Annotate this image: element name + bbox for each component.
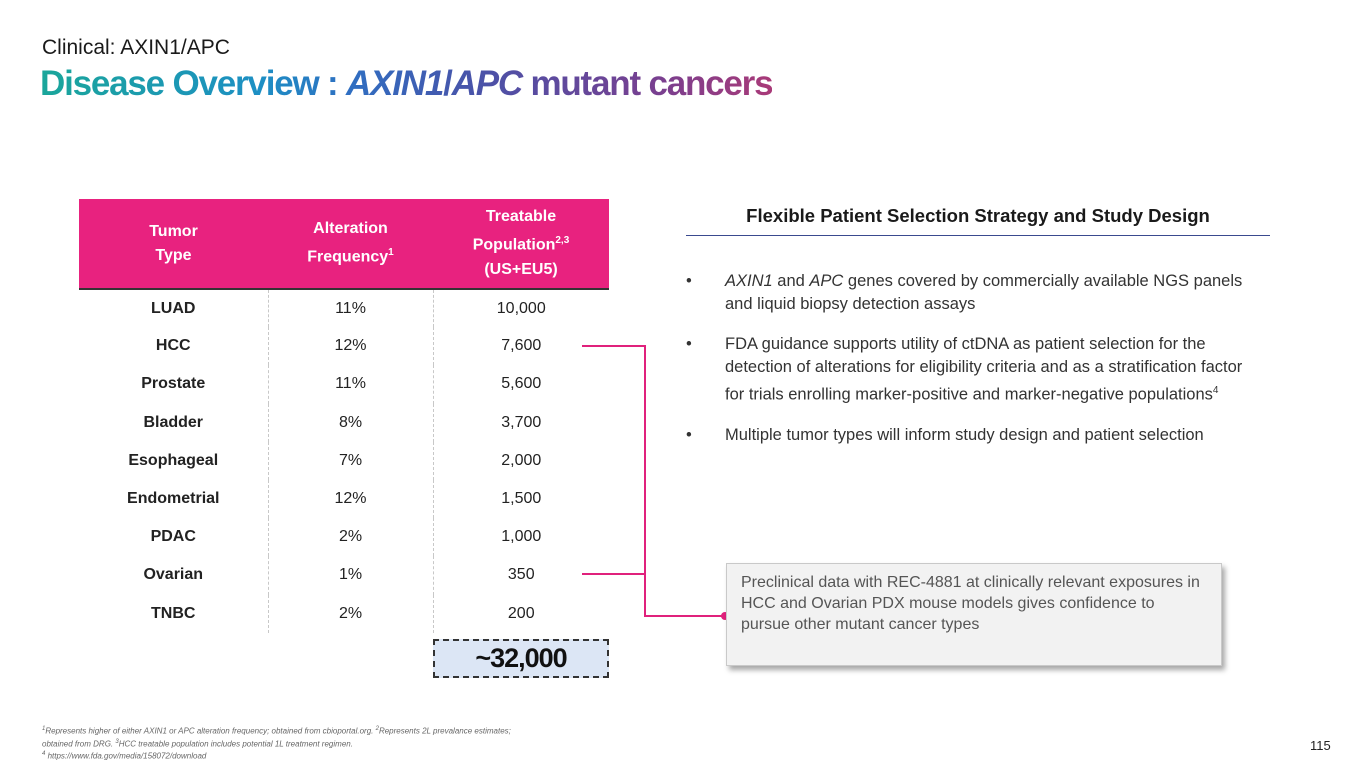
cell-population: 200: [507, 604, 535, 622]
table-row: Esophageal 7% 2,000: [79, 441, 609, 480]
panel-title: Flexible Patient Selection Strategy and …: [746, 205, 1210, 226]
bullet-glyph: •: [686, 272, 692, 290]
cell-population: 350: [507, 566, 535, 584]
cell-tumor-type: TNBC: [151, 604, 196, 622]
table-row: HCC 12% 7,600: [79, 327, 609, 366]
total-population-box: ~32,000: [433, 639, 609, 678]
table-row: TNBC 2% 200: [79, 594, 609, 633]
table-row: PDAC 2% 1,000: [79, 518, 609, 557]
panel-divider: [686, 235, 1270, 236]
list-item: • Multiple tumor types will inform study …: [686, 424, 1246, 447]
cell-tumor-type: LUAD: [151, 299, 196, 317]
cell-frequency: 2%: [267, 518, 434, 557]
cell-population: 3,700: [501, 413, 542, 431]
footnotes: 1Represents higher of either AXIN1 or AP…: [42, 726, 511, 761]
cell-population: 1,000: [501, 528, 542, 546]
section-label: Clinical: AXIN1/APC: [42, 36, 230, 59]
list-item: • FDA guidance supports utility of ctDNA …: [686, 335, 1243, 404]
cell-tumor-type: Endometrial: [127, 490, 220, 508]
header-tumor-type: Tumor Type: [79, 199, 268, 290]
cell-population: 5,600: [501, 375, 542, 393]
header-treatable-population: Treatable Population2,3 (US+EU5): [433, 199, 609, 290]
table-row: Prostate 11% 5,600: [79, 365, 609, 404]
cell-frequency: 1%: [267, 556, 434, 595]
tumor-table: Tumor Type Alteration Frequency1 Treatable…: [79, 199, 609, 633]
bullet-glyph: •: [686, 425, 692, 444]
bullet-glyph: •: [686, 335, 692, 353]
table-row: Endometrial 12% 1,500: [79, 479, 609, 519]
cell-population: 1,500: [501, 490, 542, 508]
strategy-bullet-list: • AXIN1 and APC genes covered by commerci…: [686, 270, 1246, 464]
cell-tumor-type: Ovarian: [143, 566, 204, 584]
table-row: LUAD 11% 10,000: [79, 289, 609, 328]
table-header-row: Tumor Type Alteration Frequency1 Treatable…: [79, 199, 609, 290]
cell-frequency: 11%: [267, 289, 434, 328]
cell-population: 10,000: [496, 299, 546, 317]
list-item: • AXIN1 and APC genes covered by commerci…: [686, 272, 1243, 313]
header-alteration-frequency: Alteration Frequency1: [268, 199, 433, 290]
cell-tumor-type: HCC: [155, 337, 191, 355]
cell-frequency: 2%: [267, 594, 434, 633]
page-number: 115: [1310, 738, 1331, 753]
cell-population: 2,000: [501, 451, 542, 469]
cell-tumor-type: Esophageal: [128, 451, 219, 469]
cell-frequency: 11%: [267, 365, 434, 404]
table-row: Bladder 8% 3,700: [79, 403, 609, 442]
cell-tumor-type: Bladder: [143, 413, 204, 431]
cell-population: 7,600: [501, 337, 542, 355]
connector-line: [582, 345, 724, 617]
cell-tumor-type: PDAC: [150, 528, 196, 546]
cell-frequency: 12%: [267, 479, 434, 519]
cell-frequency: 12%: [267, 327, 434, 366]
cell-frequency: 7%: [267, 441, 434, 480]
cell-tumor-type: Prostate: [141, 375, 206, 393]
preclinical-callout-box: Preclinical data with REC-4881 at clinic…: [726, 563, 1222, 666]
cell-frequency: 8%: [267, 403, 434, 442]
table-row: Ovarian 1% 350: [79, 556, 609, 595]
